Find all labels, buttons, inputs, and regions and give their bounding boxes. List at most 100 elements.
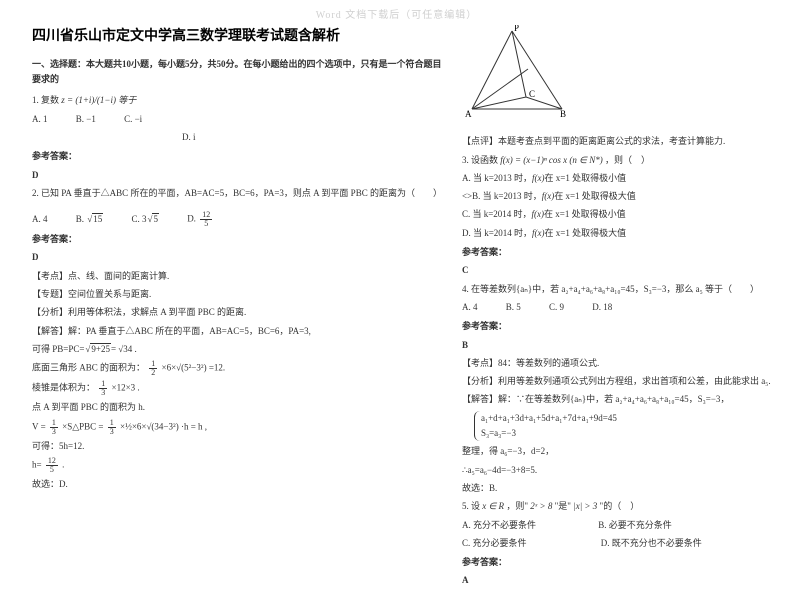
q3d-fx: f(x) (532, 228, 545, 238)
q4-opt-a: A. 4 (462, 300, 478, 315)
q3b-fx: f(x) (542, 191, 555, 201)
q4-opt-c: C. 9 (549, 300, 564, 315)
q2-opt-d-pre: D. (187, 214, 198, 224)
q2-s3-den: 2 (149, 369, 157, 377)
left-column: 四川省乐山市定文中学高三数学理联考试题含解析 一、选择题：本大题共10小题，每小… (32, 25, 442, 592)
watermark: Word 文档下载后（可任意编辑） (0, 0, 793, 25)
q4-solve-2a: a₁+d+a₁+3d+a₁+5d+a₁+7d+a₁+9d=45 (481, 411, 771, 426)
q4-solve-4: ∴a₅=a₆−4d=−3+8=5. (462, 463, 771, 478)
q2-topic: 【考点】点、线、面间的距离计算. (32, 269, 442, 284)
q1-answer: D (32, 168, 442, 183)
q4-opt-d: D. 18 (592, 300, 612, 315)
label-p: P (514, 25, 519, 33)
q5-cond1: 2ˣ > 8 (530, 501, 552, 511)
q3-stem: 3. 设函数 f(x) = (x−1)ⁿ cos x (n ∈ N*) ，则（ … (462, 153, 771, 168)
q4-answer: B (462, 338, 771, 353)
q2-opt-b-pre: B. (76, 214, 87, 224)
q2-opt-c: C. 35 (131, 212, 158, 227)
q5-cond2: |x| > 3 (573, 501, 597, 511)
q3a-pre: A. 当 k=2013 时， (462, 173, 532, 183)
q2-stem: 2. 已知 PA 垂直于△ABC 所在的平面，AB=AC=5，BC=6，PA=3… (32, 186, 442, 201)
q2-s6-den1: 3 (50, 428, 58, 436)
q5-pre: 5. 设 (462, 501, 482, 511)
q1-opt-d: D. i (182, 132, 196, 142)
q4-options: A. 4 B. 5 C. 9 D. 18 (462, 300, 771, 315)
q3c-post: 在 x=1 处取得极小值 (544, 209, 626, 219)
q1-formula: z = (1+i)/(1−i) 等于 (61, 95, 136, 105)
q5-opt-b: B. 必要不充分条件 (598, 518, 672, 533)
q3c-pre: C. 当 k=2014 时， (462, 209, 532, 219)
q2-solve4-pre: 棱锥是体积为： (32, 383, 95, 393)
q3-opt-c: C. 当 k=2014 时，f(x)在 x=1 处取得极小值 (462, 207, 771, 222)
q5-opt-c: C. 充分必要条件 (462, 536, 527, 551)
q4-brace-system: a₁+d+a₁+3d+a₁+5d+a₁+7d+a₁+9d=45 S₃=a₃=−3 (474, 411, 771, 442)
q1-options-row1: A. 1 B. −1 C. −i (32, 112, 442, 127)
q1-opt-b: B. −1 (76, 112, 96, 127)
q5-stem: 5. 设 x ∈ R ，则" 2ˣ > 8 "是" |x| > 3 "的（ ） (462, 499, 771, 514)
q2-s4-den: 3 (99, 389, 107, 397)
q2-opt-a: A. 4 (32, 212, 48, 227)
q1-stem: 1. 复数 z = (1+i)/(1−i) 等于 (32, 93, 442, 108)
section-1-heading: 一、选择题：本大题共10小题，每小题5分，共50分。在每小题给出的四个选项中，只… (32, 57, 442, 88)
q2-solve-9: 故选：D. (32, 477, 442, 492)
q4-solve-3: 整理，得 a₆=−3，d=2， (462, 444, 771, 459)
q3-answer: C (462, 263, 771, 278)
q2-solve-5: 点 A 到平面 PBC 的面积为 h. (32, 400, 442, 415)
q3c-fx: f(x) (532, 209, 545, 219)
q3b-pre: B. 当 k=2013 时， (472, 191, 542, 201)
q5-mid: ，则" (506, 501, 528, 511)
label-b: B (560, 109, 566, 119)
label-c: C (529, 89, 535, 99)
answer-label: 参考答案： (32, 232, 442, 247)
q4-solve-2b: S₃=a₃=−3 (481, 426, 771, 441)
q2-answer: D (32, 250, 442, 265)
tetrahedron-diagram: P A B C (464, 25, 574, 120)
q3-stem-post: ，则（ ） (605, 155, 650, 165)
q2-opt-b-rad: 15 (92, 213, 103, 224)
q2-opt-c-pre: C. (131, 214, 142, 224)
q4-analysis: 【分析】利用等差数列通项公式列出方程组，求出首项和公差，由此能求出 a₅. (462, 374, 771, 389)
q5-answer: A (462, 573, 771, 588)
q2-solve2-eq: = √34 . (111, 344, 137, 354)
q3-opt-d: D. 当 k=2014 时，f(x)在 x=1 处取得极大值 (462, 226, 771, 241)
q2-s8-pre: h= (32, 459, 42, 469)
q2-solve-4: 棱锥是体积为： 13 ×12×3 . (32, 380, 442, 397)
q2-s6-den2: 3 (108, 428, 116, 436)
q5-mid2: "是" (555, 501, 571, 511)
q1-options-row2: D. i (32, 130, 442, 145)
q2-solve3-pre: 底面三角形 ABC 的面积为： (32, 363, 145, 373)
q2-opt-d: D. 125 (187, 211, 214, 228)
q4-opt-b: B. 5 (506, 300, 521, 315)
q2-s6-pre: V = (32, 421, 48, 431)
q2-s6-mid: ×S△PBC = (62, 421, 106, 431)
q3-opt-a: A. 当 k=2013 时，f(x)在 x=1 处取得极小值 (462, 171, 771, 186)
q3d-pre: D. 当 k=2014 时， (462, 228, 532, 238)
answer-label: 参考答案： (462, 555, 771, 570)
exam-title: 四川省乐山市定文中学高三数学理联考试题含解析 (32, 25, 442, 49)
q3-stem-pre: 3. 设函数 (462, 155, 498, 165)
q2-opt-c-rad: 5 (152, 213, 159, 224)
q3a-post: 在 x=1 处取得极小值 (545, 173, 627, 183)
q2-opt-d-den: 5 (200, 220, 212, 228)
q2-s8-den: 5 (46, 466, 58, 474)
q2-special-topic: 【专题】空间位置关系与距离. (32, 287, 442, 302)
q5-opt-d: D. 既不充分也不必要条件 (601, 536, 702, 551)
q4-stem: 4. 在等差数列{aₙ}中，若 a₂+a₄+a₆+a₈+a₁₀=45，S₃=−3… (462, 282, 771, 297)
q2-comment: 【点评】本题考查点到平面的距离距离公式的求法，考查计算能力. (462, 134, 771, 149)
q2-options: A. 4 B. 15 C. 35 D. 125 (32, 211, 442, 228)
q2-solve2-rad: 9+25 (90, 343, 111, 354)
page-container: 四川省乐山市定文中学高三数学理联考试题含解析 一、选择题：本大题共10小题，每小… (0, 25, 793, 592)
q1-opt-a: A. 1 (32, 112, 48, 127)
q3-opt-b: <>B. 当 k=2013 时，f(x)在 x=1 处取得极大值 (462, 189, 771, 204)
q1-stem-text: 1. 复数 (32, 95, 59, 105)
q2-opt-b: B. 15 (76, 212, 103, 227)
q5-opt-a: A. 充分不必要条件 (462, 518, 536, 533)
answer-label: 参考答案： (32, 149, 442, 164)
q5-var: x ∈ R (482, 501, 504, 511)
q5-options-row2: C. 充分必要条件 D. 既不充分也不必要条件 (462, 536, 771, 551)
q3-formula: f(x) = (x−1)ⁿ cos x (n ∈ N*) (500, 155, 603, 165)
q2-solve2-pre: 可得 PB=PC= (32, 344, 84, 354)
q2-s6-rest: ×½×6×√(34−3²) ·h = h , (120, 421, 207, 431)
q4-topic: 【考点】84：等差数列的通项公式. (462, 356, 771, 371)
q2-solve-3: 底面三角形 ABC 的面积为： 12 ×6×√(5²−3²) =12. (32, 360, 442, 377)
